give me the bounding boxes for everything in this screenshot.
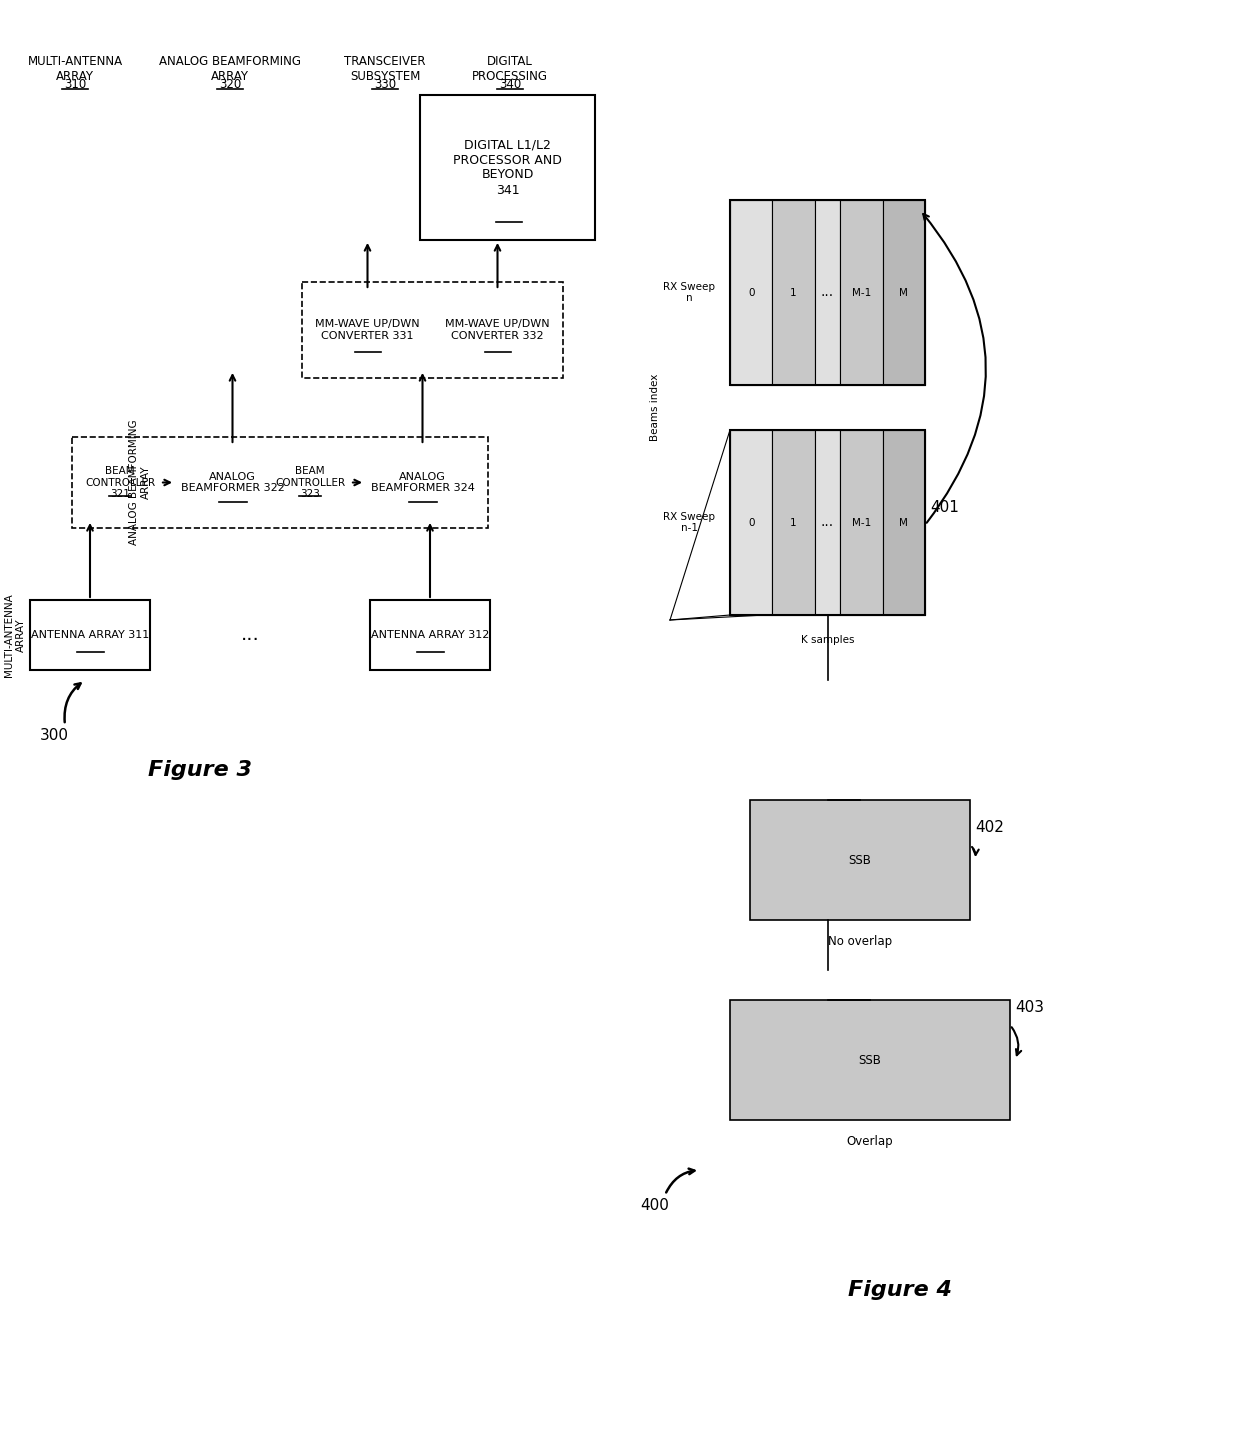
- Text: 403: 403: [1016, 999, 1044, 1015]
- Bar: [303, 283, 563, 378]
- Text: ANTENNA ARRAY 311: ANTENNA ARRAY 311: [31, 630, 149, 640]
- Text: ANTENNA ARRAY 312: ANTENNA ARRAY 312: [371, 630, 490, 640]
- Text: No overlap: No overlap: [828, 934, 892, 947]
- Bar: [420, 95, 595, 239]
- Bar: [310, 290, 425, 371]
- Bar: [81, 456, 160, 510]
- Text: Figure 3: Figure 3: [148, 760, 252, 780]
- Text: ...: ...: [821, 515, 835, 529]
- Text: 0: 0: [748, 287, 754, 297]
- Text: ...: ...: [241, 626, 259, 645]
- Bar: [72, 437, 489, 528]
- Bar: [30, 600, 150, 671]
- Text: M-1: M-1: [852, 287, 870, 297]
- Text: DIGITAL
PROCESSING: DIGITAL PROCESSING: [472, 55, 548, 84]
- Text: ANALOG BEAMFORMING
ARRAY: ANALOG BEAMFORMING ARRAY: [159, 55, 301, 84]
- Text: SSB: SSB: [858, 1054, 882, 1067]
- Text: MM-WAVE UP/DWN
CONVERTER 332: MM-WAVE UP/DWN CONVERTER 332: [445, 319, 549, 340]
- Text: 1: 1: [790, 518, 797, 528]
- Text: ...: ...: [821, 286, 835, 300]
- Bar: [365, 446, 480, 521]
- Text: Overlap: Overlap: [847, 1135, 893, 1148]
- Text: 330: 330: [374, 78, 396, 91]
- Text: 310: 310: [64, 78, 86, 91]
- Text: 340: 340: [498, 78, 521, 91]
- Text: 402: 402: [975, 820, 1004, 835]
- Text: 1: 1: [790, 287, 797, 297]
- Text: 401: 401: [930, 500, 959, 515]
- Text: RX Sweep
n: RX Sweep n: [663, 281, 715, 303]
- Bar: [730, 200, 925, 385]
- Bar: [883, 430, 925, 614]
- Text: ANALOG
BEAMFORMER 322: ANALOG BEAMFORMER 322: [181, 472, 284, 493]
- Text: BEAM
CONTROLLER
321: BEAM CONTROLLER 321: [84, 466, 155, 499]
- Bar: [730, 200, 773, 385]
- Bar: [841, 430, 883, 614]
- Bar: [815, 200, 841, 385]
- Bar: [730, 430, 773, 614]
- Bar: [750, 800, 970, 920]
- Bar: [440, 290, 556, 371]
- Bar: [773, 430, 815, 614]
- Text: BEAM
CONTROLLER
323: BEAM CONTROLLER 323: [275, 466, 345, 499]
- Text: 300: 300: [40, 728, 69, 743]
- Bar: [730, 999, 1011, 1120]
- Text: M: M: [899, 518, 908, 528]
- Text: SSB: SSB: [848, 854, 872, 867]
- Text: TRANSCEIVER
SUBSYSTEM: TRANSCEIVER SUBSYSTEM: [345, 55, 425, 84]
- Bar: [270, 456, 350, 510]
- Text: DIGITAL L1/L2
PROCESSOR AND
BEYOND
341: DIGITAL L1/L2 PROCESSOR AND BEYOND 341: [453, 138, 562, 196]
- Text: Beams index: Beams index: [650, 373, 660, 441]
- Text: 400: 400: [640, 1198, 668, 1213]
- Text: 320: 320: [219, 78, 241, 91]
- Text: RX Sweep
n-1: RX Sweep n-1: [663, 512, 715, 534]
- Text: ANALOG BEAMFORMING
ARRAY: ANALOG BEAMFORMING ARRAY: [129, 420, 151, 545]
- Bar: [773, 200, 815, 385]
- Bar: [175, 446, 290, 521]
- Text: MM-WAVE UP/DWN
CONVERTER 331: MM-WAVE UP/DWN CONVERTER 331: [315, 319, 420, 340]
- Bar: [815, 430, 841, 614]
- Bar: [841, 200, 883, 385]
- Text: ANALOG
BEAMFORMER 324: ANALOG BEAMFORMER 324: [371, 472, 475, 493]
- Bar: [370, 600, 490, 671]
- Text: M-1: M-1: [852, 518, 870, 528]
- Text: MULTI-ANTENNA
ARRAY: MULTI-ANTENNA ARRAY: [4, 593, 26, 676]
- Text: 0: 0: [748, 518, 754, 528]
- Text: K samples: K samples: [801, 634, 854, 645]
- Bar: [730, 430, 925, 614]
- Text: M: M: [899, 287, 908, 297]
- Text: Figure 4: Figure 4: [848, 1280, 952, 1301]
- Bar: [883, 200, 925, 385]
- Text: MULTI-ANTENNA
ARRAY: MULTI-ANTENNA ARRAY: [27, 55, 123, 84]
